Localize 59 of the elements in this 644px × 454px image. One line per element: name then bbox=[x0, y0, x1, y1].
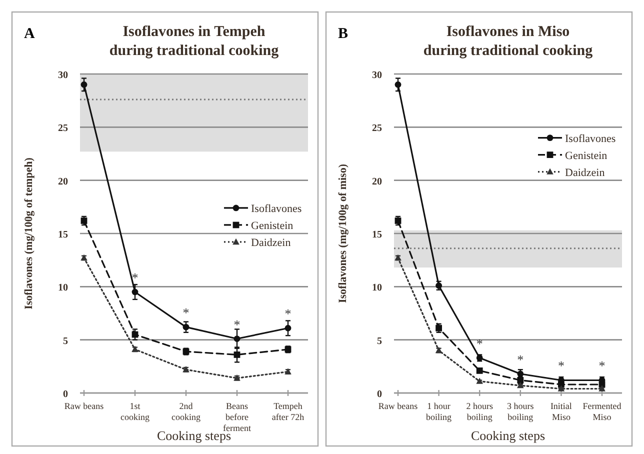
x-tick-label: 2 hours boiling bbox=[466, 401, 494, 422]
x-tick-label: Tempeh after 72h bbox=[272, 401, 305, 422]
y-tick-label: 20 bbox=[58, 176, 68, 188]
annotation: * bbox=[284, 306, 292, 322]
x-tick-label: Initial Miso bbox=[550, 401, 572, 422]
point bbox=[80, 81, 88, 88]
y-tick-label: 10 bbox=[58, 282, 68, 294]
y-tick-label: 20 bbox=[372, 176, 382, 188]
annotation: * bbox=[517, 352, 524, 367]
point bbox=[80, 218, 88, 224]
point bbox=[476, 367, 483, 374]
legend-label: Genistein bbox=[565, 150, 608, 162]
chart-title: Isoflavones in Tempeh during traditional cooking bbox=[109, 24, 280, 59]
annotation: * bbox=[182, 305, 190, 320]
annotation: * bbox=[558, 358, 564, 374]
point bbox=[284, 324, 292, 332]
x-tick-label: 1 hour boiling bbox=[426, 401, 452, 422]
y-tick-label: 30 bbox=[372, 70, 382, 81]
y-axis-title: Isoflavones (mg/100g of tempeh) bbox=[23, 157, 35, 310]
point bbox=[182, 324, 190, 330]
legend-label: Isoflavones bbox=[565, 132, 616, 145]
x-tick-label: 1st cooking bbox=[120, 401, 150, 422]
y-tick-label: 15 bbox=[372, 230, 382, 240]
x-tick-label: Fermented Miso bbox=[582, 401, 622, 422]
y-tick-label: 25 bbox=[372, 123, 382, 134]
y-tick-label: 25 bbox=[58, 123, 68, 134]
legend-label: Daidzein bbox=[565, 166, 606, 179]
point bbox=[132, 288, 138, 296]
y-tick-label: 15 bbox=[58, 230, 68, 240]
legend-label: Isoflavones bbox=[251, 202, 302, 215]
annotation: * bbox=[234, 316, 240, 332]
x-tick-label: Raw beans bbox=[64, 401, 104, 411]
point bbox=[234, 352, 240, 358]
legend-label: Genistein bbox=[251, 220, 294, 232]
point bbox=[476, 378, 483, 384]
y-tick-label: 10 bbox=[372, 282, 382, 294]
annotation: * bbox=[598, 358, 606, 374]
x-tick-label: 2nd cooking bbox=[172, 401, 201, 422]
x-tick-label: Beans before ferment bbox=[223, 401, 252, 433]
y-tick-label: 30 bbox=[58, 70, 68, 81]
x-tick-label: 3 hours boiling bbox=[507, 401, 534, 422]
point bbox=[598, 385, 606, 392]
y-tick-label: 5 bbox=[63, 336, 68, 347]
y-axis-title: Isoflavones (mg/100g of miso) bbox=[337, 164, 349, 304]
text: B bbox=[338, 26, 348, 42]
text: A bbox=[24, 26, 35, 42]
point bbox=[234, 336, 240, 342]
legend-label: Daidzein bbox=[251, 236, 292, 249]
annotation: * bbox=[476, 336, 483, 351]
point bbox=[394, 218, 402, 224]
y-tick-label: 0 bbox=[63, 389, 68, 400]
annotation: * bbox=[132, 270, 138, 285]
point bbox=[558, 385, 565, 392]
x-tick-label: Raw beans bbox=[378, 401, 418, 411]
point bbox=[394, 81, 402, 88]
chart-title: Isoflavones in Miso during traditional cooking bbox=[423, 24, 594, 59]
y-tick-label: 0 bbox=[377, 389, 382, 400]
y-tick-label: 5 bbox=[377, 336, 382, 347]
x-axis-title: Cooking steps bbox=[470, 428, 546, 443]
